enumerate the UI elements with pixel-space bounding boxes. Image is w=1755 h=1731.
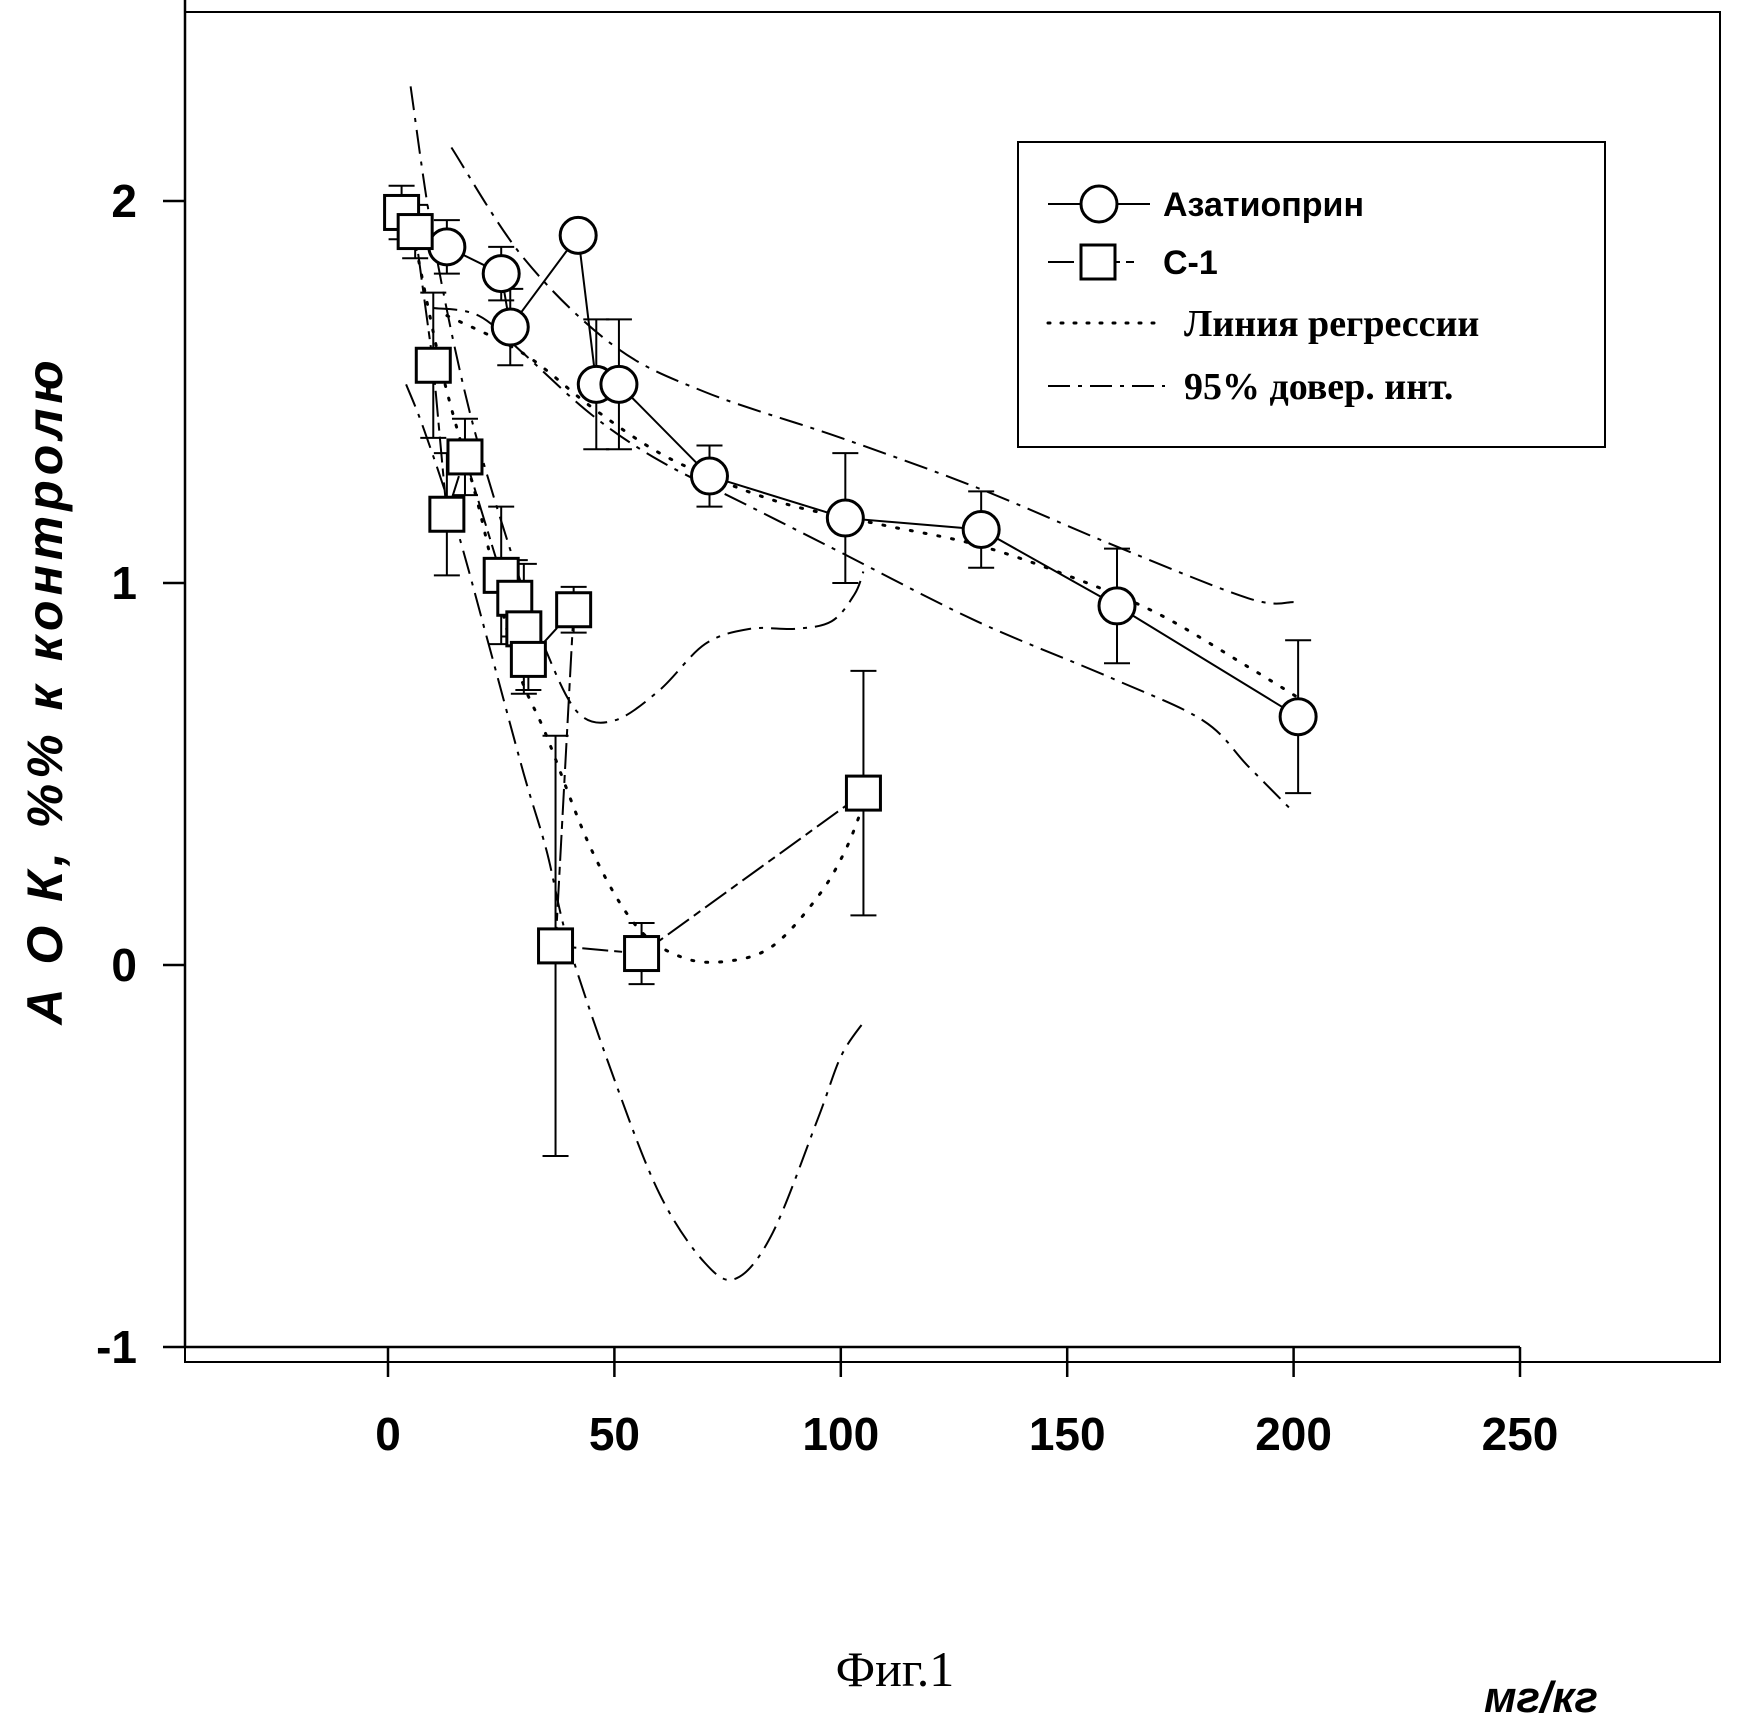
y-axis-title: А О К, %% к контролю: [17, 355, 73, 1026]
figure-caption: Фиг.1: [836, 1641, 955, 1697]
y-tick-label: -1: [96, 1321, 137, 1373]
c1-point: [557, 593, 591, 627]
c1-point: [507, 612, 541, 646]
regression-line: [411, 220, 864, 962]
legend-regression-label: Линия регрессии: [1184, 303, 1479, 345]
azathioprine-point: [560, 217, 596, 253]
legend-c1-marker: [1081, 245, 1115, 279]
y-tick-label: 0: [111, 939, 137, 991]
confidence-band-line: [411, 86, 864, 722]
c1-line: [402, 212, 864, 953]
x-tick-label: 200: [1255, 1408, 1332, 1460]
azathioprine-point: [483, 256, 519, 292]
legend-ci-label: 95% довер. инт.: [1184, 366, 1453, 408]
x-tick-label: 50: [589, 1408, 640, 1460]
azathioprine-point: [691, 458, 727, 494]
c1-point: [846, 776, 880, 810]
c1-point: [511, 642, 545, 676]
c1-point: [448, 440, 482, 474]
c1-point: [625, 937, 659, 971]
c1-point: [498, 581, 532, 615]
legend-azathioprine-marker: [1081, 186, 1117, 222]
azathioprine-point: [963, 512, 999, 548]
azathioprine-point: [1099, 588, 1135, 624]
azathioprine-point: [492, 309, 528, 345]
y-tick-label: 1: [111, 557, 137, 609]
azathioprine-point: [1280, 699, 1316, 735]
y-tick-label: 2: [111, 175, 137, 227]
azathioprine-point: [601, 366, 637, 402]
c1-point: [539, 929, 573, 963]
azathioprine-point: [429, 229, 465, 265]
azathioprine-point: [827, 500, 863, 536]
x-tick-label: 100: [802, 1408, 879, 1460]
x-axis-title: мг/кг: [1484, 1673, 1598, 1722]
x-tick-label: 0: [375, 1408, 401, 1460]
c1-point: [430, 497, 464, 531]
c1-point: [398, 215, 432, 249]
legend-azathioprine-label: Азатиоприн: [1163, 186, 1364, 224]
x-tick-label: 150: [1029, 1408, 1106, 1460]
confidence-band-line: [406, 384, 863, 1280]
c1-point: [416, 348, 450, 382]
legend: Азатиоприн С-1 Линия регрессии 95% довер…: [1018, 142, 1605, 447]
x-tick-label: 250: [1482, 1408, 1559, 1460]
legend-c1-label: С-1: [1163, 244, 1218, 282]
